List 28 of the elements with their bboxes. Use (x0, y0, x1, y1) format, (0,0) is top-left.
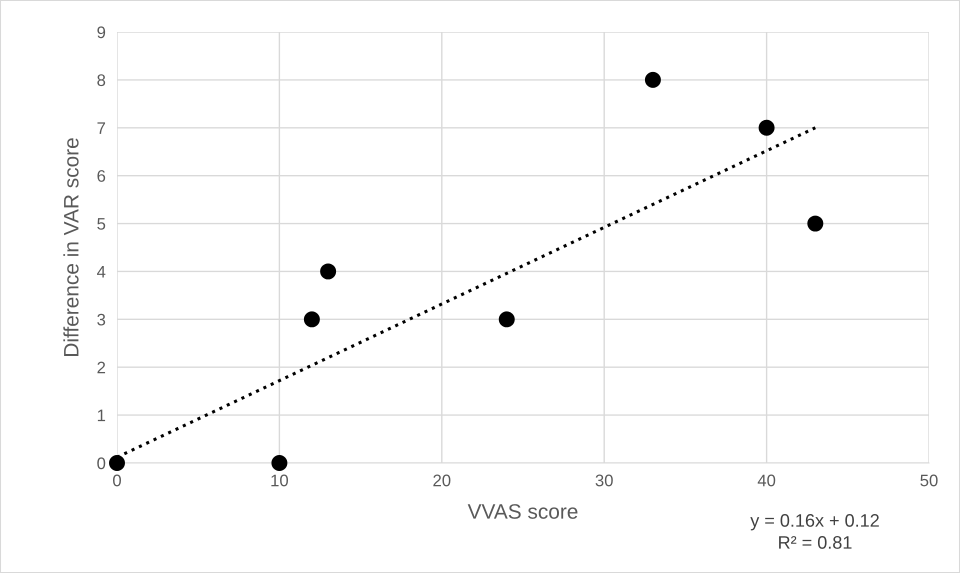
y-tick-label: 1 (98, 410, 106, 422)
x-tick-label: 0 (113, 474, 121, 486)
point (109, 455, 125, 471)
text: R² = 0.81 (779, 536, 852, 549)
y-tick-label: 6 (97, 170, 106, 182)
y-tick-label: 3 (97, 314, 106, 326)
x-axis-title: VVAS score (468, 504, 578, 519)
y-tick-label: 5 (97, 218, 106, 230)
y-axis-title: Difference in VAR score (63, 138, 79, 356)
point (320, 263, 336, 280)
y-tick-label: 2 (97, 362, 106, 374)
point (644, 72, 661, 88)
y-tick-label: 8 (97, 74, 106, 86)
y-tick-label: 9 (97, 26, 106, 38)
x-tick-label: 10 (271, 474, 288, 486)
y-tick-label: 4 (97, 266, 106, 278)
point (498, 311, 515, 328)
x-tick-label: 20 (433, 474, 450, 486)
point (304, 311, 320, 328)
y-tick-label: 0 (97, 457, 106, 470)
point (271, 455, 288, 471)
x-tick-label: 40 (758, 474, 776, 486)
point (758, 120, 775, 136)
point (807, 216, 824, 232)
text: y = 0.16x + 0.12 (750, 514, 879, 530)
y-tick-label: 7 (97, 122, 106, 134)
x-tick-label: 30 (596, 474, 613, 486)
x-tick-label: 50 (920, 474, 938, 486)
